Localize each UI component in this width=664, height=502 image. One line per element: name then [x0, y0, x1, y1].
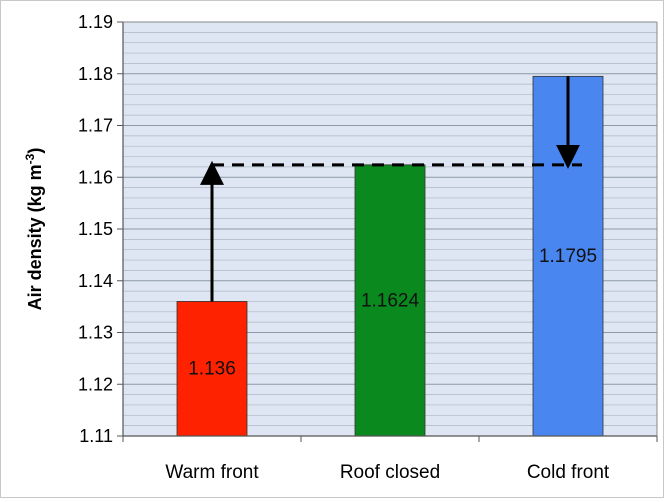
x-tick-label-2: Cold front: [527, 462, 610, 483]
y-axis-label-main: Air density (kg m: [25, 164, 45, 310]
annotation-overlay: [200, 76, 582, 302]
y-axis-label-superscript: -3: [23, 153, 37, 164]
y-tick-label-3: 1.14: [78, 271, 113, 291]
bars: [176, 75, 604, 437]
y-tick-label-6: 1.17: [78, 116, 113, 136]
data-label-0: 1.136: [188, 359, 236, 380]
y-axis-label-close: ): [25, 148, 45, 154]
data-label-2: 1.1795: [539, 246, 597, 267]
x-tick-label-1: Roof closed: [340, 462, 440, 483]
y-tick-label-4: 1.15: [78, 219, 113, 239]
x-tick-labels: Warm front Roof closed Cold front: [165, 462, 610, 483]
y-tick-label-0: 1.11: [79, 426, 113, 446]
y-tick-labels: 1.11 1.12 1.13 1.14 1.15 1.16 1.17 1.18 1.19: [78, 12, 113, 446]
x-tick-label-0: Warm front: [165, 462, 259, 483]
axes: [117, 21, 658, 442]
bar-1: [354, 164, 426, 437]
y-tick-label-1: 1.12: [78, 374, 113, 394]
data-label-1: 1.1624: [361, 290, 420, 311]
y-tick-label-2: 1.13: [78, 323, 113, 343]
data-labels: 1.136 1.1624 1.1795: [188, 246, 597, 380]
y-tick-label-8: 1.19: [78, 12, 113, 32]
y-tick-label-7: 1.18: [78, 64, 113, 84]
y-axis-label: Air density (kg m-3): [23, 148, 45, 311]
y-tick-label-5: 1.16: [78, 167, 113, 187]
